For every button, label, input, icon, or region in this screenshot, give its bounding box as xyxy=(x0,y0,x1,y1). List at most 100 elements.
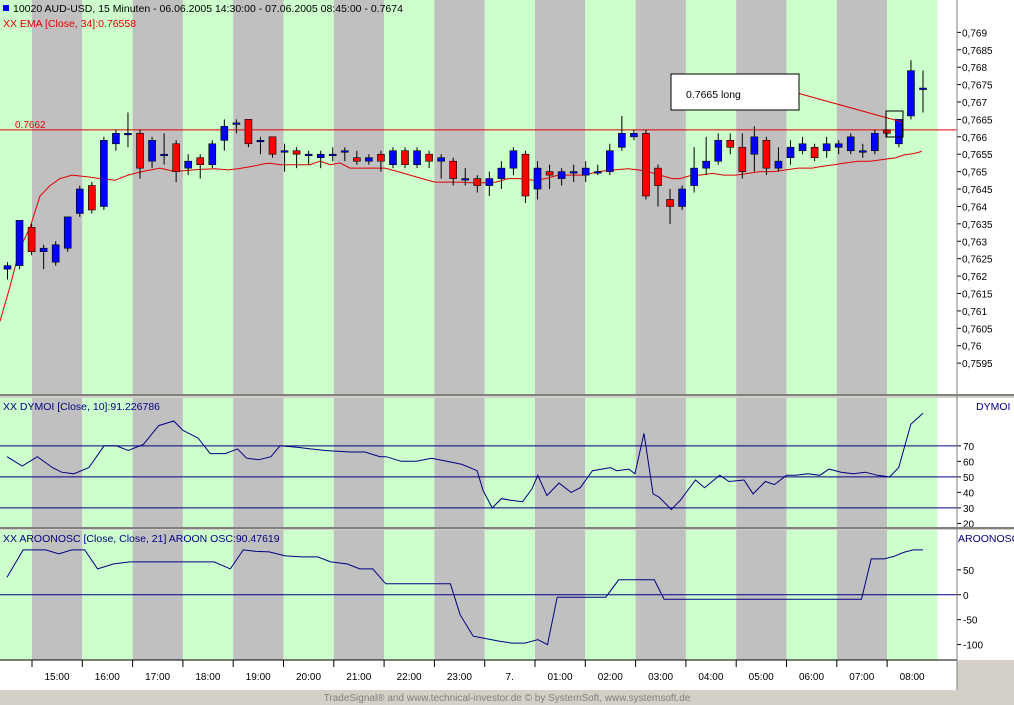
candle[interactable] xyxy=(256,136,265,155)
candle[interactable] xyxy=(100,136,108,210)
candle[interactable] xyxy=(846,133,855,155)
candle-body xyxy=(75,188,84,214)
candle[interactable] xyxy=(654,164,662,207)
candle[interactable] xyxy=(810,143,819,162)
candle[interactable] xyxy=(232,119,241,134)
candle[interactable] xyxy=(919,70,927,113)
candle-body xyxy=(690,167,698,186)
candle[interactable] xyxy=(798,136,807,155)
candle[interactable] xyxy=(449,157,458,186)
candle[interactable] xyxy=(172,140,180,183)
candle[interactable] xyxy=(750,126,759,172)
candle[interactable] xyxy=(834,140,843,155)
candle-body xyxy=(39,247,48,253)
candle[interactable] xyxy=(726,133,735,155)
candle[interactable] xyxy=(883,129,891,137)
candle[interactable] xyxy=(666,189,674,224)
candle[interactable] xyxy=(473,175,482,193)
candle[interactable] xyxy=(196,154,205,179)
candle[interactable] xyxy=(774,147,783,172)
candle[interactable] xyxy=(401,147,409,169)
candle[interactable] xyxy=(304,150,313,165)
candle[interactable] xyxy=(702,136,710,176)
candle[interactable] xyxy=(786,140,795,165)
indicator-tick-label: 30 xyxy=(963,504,975,515)
price-tick-label: 0,7685 xyxy=(962,46,993,57)
candle[interactable] xyxy=(642,129,650,200)
candle[interactable] xyxy=(461,168,470,186)
candle[interactable] xyxy=(521,150,530,203)
candle[interactable] xyxy=(15,220,24,270)
time-tick-label: 19:00 xyxy=(246,672,271,683)
candle[interactable] xyxy=(353,150,361,165)
candle[interactable] xyxy=(762,136,771,176)
candle[interactable] xyxy=(509,147,518,176)
candle[interactable] xyxy=(630,129,638,141)
candle[interactable] xyxy=(27,223,36,256)
candle[interactable] xyxy=(618,115,626,151)
candle[interactable] xyxy=(220,119,229,151)
candle[interactable] xyxy=(244,119,253,148)
candle[interactable] xyxy=(871,129,879,155)
indicator-tick-label: 50 xyxy=(963,473,975,484)
candle[interactable] xyxy=(678,185,686,210)
candle[interactable] xyxy=(533,161,542,200)
callout-box[interactable] xyxy=(670,73,800,111)
candle[interactable] xyxy=(581,161,590,183)
candle[interactable] xyxy=(268,136,277,158)
candle[interactable] xyxy=(112,129,120,151)
indicator-tick-label: -50 xyxy=(963,616,978,627)
candle[interactable] xyxy=(593,164,602,176)
candle[interactable] xyxy=(208,140,217,169)
candle[interactable] xyxy=(738,133,747,179)
candle[interactable] xyxy=(75,185,84,217)
time-band xyxy=(585,0,636,395)
candle-body xyxy=(160,153,168,157)
candle[interactable] xyxy=(569,164,578,183)
candle[interactable] xyxy=(907,60,915,120)
candle[interactable] xyxy=(690,147,698,193)
aroon-title: XX AROONOSC [Close, Close, 21] AROON OSC… xyxy=(3,533,280,545)
candle[interactable] xyxy=(497,161,506,190)
candle[interactable] xyxy=(340,147,349,162)
candle[interactable] xyxy=(377,150,385,172)
candle[interactable] xyxy=(606,143,614,176)
candle[interactable] xyxy=(328,147,337,162)
candle[interactable] xyxy=(280,143,289,172)
candle[interactable] xyxy=(858,143,867,158)
candle-body xyxy=(353,157,361,162)
candle[interactable] xyxy=(124,112,132,148)
candle[interactable] xyxy=(292,147,301,169)
candle[interactable] xyxy=(51,241,60,266)
candle[interactable] xyxy=(425,150,433,169)
time-band xyxy=(283,398,334,527)
aroon-axis-ticks: 50 0 -50 -100 xyxy=(957,566,983,652)
candle[interactable] xyxy=(3,262,12,280)
candle[interactable] xyxy=(557,168,566,186)
time-band xyxy=(182,0,234,395)
candle[interactable] xyxy=(413,147,421,169)
candle-body xyxy=(63,216,72,249)
entry-marker-box[interactable] xyxy=(885,110,904,138)
time-band xyxy=(736,398,787,527)
candle[interactable] xyxy=(160,133,168,165)
candle[interactable] xyxy=(895,119,903,148)
candle[interactable] xyxy=(39,244,48,270)
time-band xyxy=(887,398,938,527)
candle[interactable] xyxy=(485,171,494,196)
candle[interactable] xyxy=(822,136,831,158)
candle[interactable] xyxy=(148,136,156,169)
candle[interactable] xyxy=(365,154,373,165)
candle-body xyxy=(473,178,482,186)
time-band xyxy=(233,398,284,527)
candle[interactable] xyxy=(389,147,397,169)
candle[interactable] xyxy=(184,154,192,176)
candle[interactable] xyxy=(316,150,325,169)
candle[interactable] xyxy=(63,216,72,252)
candle[interactable] xyxy=(545,164,554,190)
candle[interactable] xyxy=(437,154,445,179)
candle[interactable] xyxy=(88,182,96,214)
candle[interactable] xyxy=(714,133,723,165)
candle-body xyxy=(642,133,650,197)
candle[interactable] xyxy=(136,129,144,179)
